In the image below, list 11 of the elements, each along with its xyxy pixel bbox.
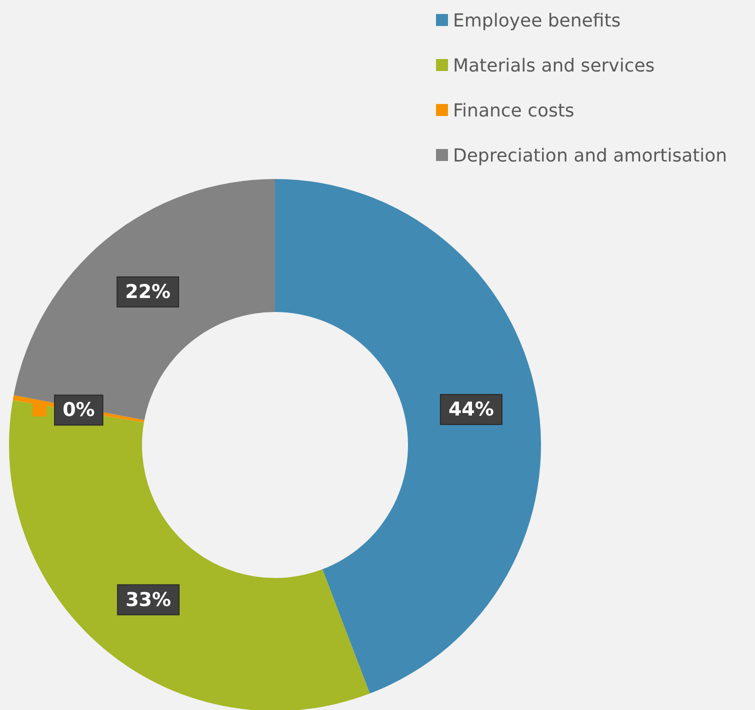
donut-slice — [9, 400, 370, 710]
legend-label: Materials and services — [453, 55, 655, 76]
legend-label: Depreciation and amortisation — [453, 145, 728, 166]
data-label: 0% — [62, 399, 95, 422]
data-label: 33% — [126, 588, 172, 611]
data-label: 22% — [125, 280, 171, 303]
legend-label: Finance costs — [453, 100, 574, 122]
legend-label: Employee benefits — [453, 10, 621, 32]
data-label: 44% — [448, 398, 494, 420]
donut-slice — [14, 179, 275, 420]
donut-slice — [275, 179, 541, 694]
